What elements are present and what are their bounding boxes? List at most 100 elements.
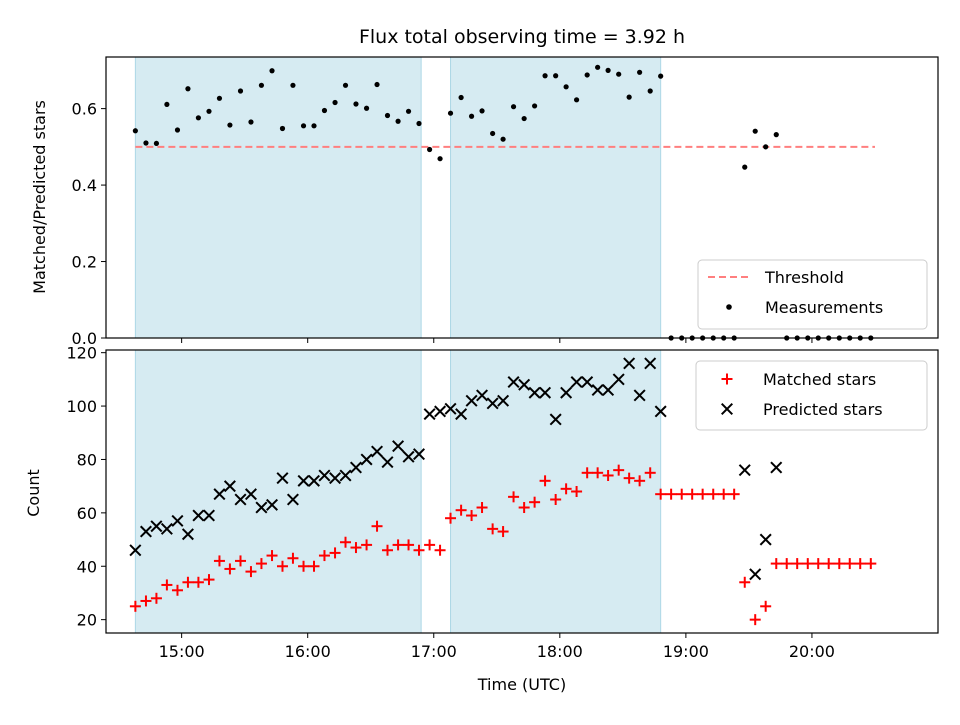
predicted-star-marker (759, 533, 772, 546)
measurement-point (500, 136, 506, 142)
count-y-tick-label: 20 (77, 611, 97, 630)
measurement-point (763, 144, 769, 150)
count-y-axis-label: Count (24, 469, 43, 517)
measurement-point (752, 128, 758, 134)
measurement-point (605, 67, 611, 73)
predicted-star-marker (444, 402, 457, 415)
count-shaded-intervals (134, 349, 662, 634)
matched-star-marker (255, 558, 267, 570)
measurement-point (321, 107, 328, 114)
measurement-point (395, 118, 401, 124)
matched-star-marker (529, 496, 541, 508)
measurement-point (311, 123, 317, 129)
matched-star-marker (571, 486, 583, 497)
measurement-point (458, 94, 464, 101)
matched-star-marker (760, 600, 772, 612)
matched-star-marker (318, 550, 330, 562)
predicted-star-marker (476, 389, 489, 402)
predicted-star-marker (129, 544, 142, 557)
matched-star-marker (854, 558, 866, 570)
predicted-star-marker (339, 469, 352, 482)
predicted-star-marker (518, 378, 531, 391)
count-y-tick-label: 60 (77, 504, 97, 523)
matched-star-marker (550, 494, 562, 506)
measurement-point (616, 71, 622, 77)
matched-star-marker (665, 488, 677, 500)
predicted-star-marker (570, 376, 583, 389)
matched-star-marker (644, 467, 656, 479)
predicted-star-marker (171, 514, 184, 527)
count-legend: Matched stars Predicted stars (695, 360, 928, 431)
matched-star-marker (224, 563, 236, 575)
matched-star-marker (560, 483, 572, 495)
measurement-point (300, 123, 307, 129)
count-x-tick-label: 17:00 (411, 642, 457, 661)
matched-star-marker (445, 512, 457, 524)
predicted-star-marker (360, 453, 373, 466)
measurement-point (437, 156, 443, 162)
matched-star-marker (686, 488, 698, 500)
matched-star-marker (350, 542, 362, 554)
matched-star-marker (308, 560, 320, 572)
predicted-star-marker (497, 394, 510, 407)
matched-star-marker (802, 558, 814, 570)
measurement-point (363, 105, 370, 111)
measurement-point (374, 81, 380, 88)
matched-star-marker (276, 560, 288, 572)
ratio-shaded-interval (134, 56, 422, 339)
predicted-star-marker (465, 394, 478, 407)
ratio-shaded-intervals (134, 56, 662, 339)
matched-star-marker (497, 526, 509, 538)
matched-star-marker (161, 579, 173, 591)
ratio-y-tick-label: 0.4 (72, 176, 97, 195)
measurement-point (563, 84, 569, 90)
ratio-y-tick-label: 0.2 (72, 253, 97, 272)
matched-star-marker (823, 558, 835, 570)
measurement-point (479, 108, 485, 114)
measurement-point (206, 108, 212, 114)
measurement-point (573, 97, 580, 103)
measurement-point (532, 103, 538, 109)
predicted-star-marker (349, 461, 362, 474)
matched-star-marker (781, 558, 793, 570)
matched-star-marker (371, 520, 383, 532)
predicted-star-marker (234, 493, 247, 506)
measurement-point (384, 112, 391, 119)
predicted-star-marker (749, 568, 762, 581)
measurement-point (405, 108, 412, 114)
matched-star-marker (466, 510, 478, 522)
measurement-point (132, 128, 138, 134)
predicted-star-marker (192, 509, 205, 522)
predicted-star-marker (602, 384, 615, 397)
predicted-star-marker (528, 386, 541, 399)
predicted-star-marker (486, 397, 499, 410)
matched-star-marker (865, 558, 877, 570)
measurement-point (521, 115, 527, 122)
measurement-point (342, 82, 349, 88)
predicted-star-marker (455, 408, 468, 421)
predicted-star-marker (507, 376, 520, 389)
legend-predicted-label: Predicted stars (763, 400, 883, 419)
ratio-y-tick-label: 0.0 (72, 329, 97, 348)
measurement-point (279, 125, 286, 132)
matched-star-marker (434, 544, 446, 556)
measurement-point (510, 104, 517, 110)
count-axis-ticks: 20 40 60 80 100 120 15:00 16:00 17:00 18:00 19:00 2… (66, 344, 835, 661)
predicted-star-marker (181, 528, 194, 541)
measurement-point (637, 69, 643, 75)
ratio-axis-ticks: 0.0 0.2 0.4 0.6 (72, 100, 813, 348)
predicted-star-marker (371, 445, 384, 458)
measurement-point (584, 72, 590, 78)
matched-star-marker (518, 502, 530, 514)
measurement-point (595, 64, 601, 70)
matched-star-marker (739, 576, 751, 588)
predicted-star-marker (549, 413, 562, 426)
measurement-point (542, 73, 548, 79)
predicted-star-marker (591, 384, 604, 397)
matched-star-marker (697, 488, 709, 500)
count-x-tick-label: 18:00 (537, 642, 583, 661)
ratio-legend: Threshold Measurements (697, 259, 928, 330)
predicted-star-marker (276, 472, 289, 485)
matched-star-marker (613, 464, 625, 476)
